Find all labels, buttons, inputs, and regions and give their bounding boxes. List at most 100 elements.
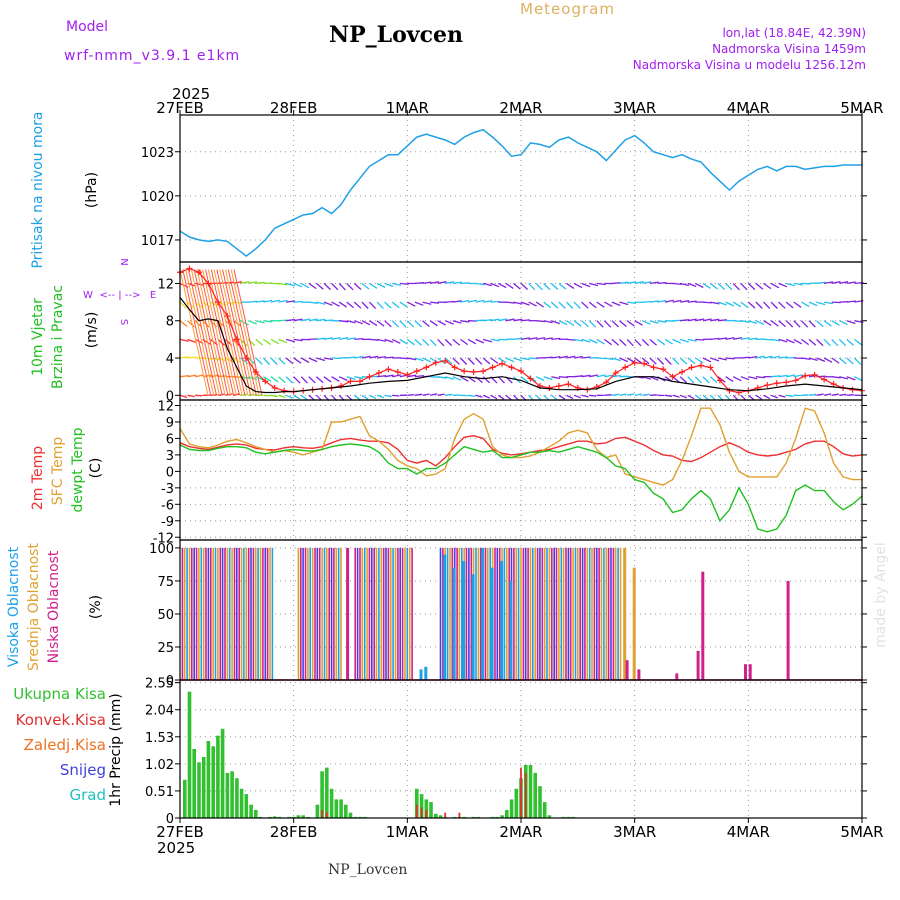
wind-speed-marker xyxy=(716,377,723,384)
cloud-mid-bar xyxy=(632,567,636,680)
station-title: NP_Lovcen xyxy=(329,22,463,48)
wind-arrow xyxy=(755,394,763,400)
wind-arrow xyxy=(384,338,394,343)
wind-arrow xyxy=(664,299,674,303)
wind-arrow xyxy=(444,320,454,325)
wind-arrow xyxy=(573,301,581,309)
wind-arrow xyxy=(406,338,415,346)
wind-arrow xyxy=(664,320,675,322)
wind-arrow xyxy=(361,355,371,359)
wind-arrow xyxy=(361,394,369,400)
wind-unit: (m/s) xyxy=(84,312,100,349)
wind-arrow xyxy=(497,282,507,289)
temp-ylabel-dewpt: dewpt Temp xyxy=(70,427,86,512)
wind-arrow xyxy=(626,281,637,285)
wind-arrow xyxy=(460,338,469,346)
wind-arrow xyxy=(694,357,704,364)
wind-arrow xyxy=(672,376,680,383)
wind-arrow xyxy=(596,282,606,286)
wind-arrow xyxy=(270,338,280,345)
ytick-label: 0 xyxy=(166,674,174,689)
wind-arrow xyxy=(278,376,286,384)
wind-arrow xyxy=(520,301,530,306)
wind-arrow xyxy=(195,282,205,286)
wind-speed-marker xyxy=(565,381,572,388)
wind-arrow xyxy=(452,357,460,365)
wind-arrow xyxy=(376,394,385,399)
wind-hatch-line xyxy=(227,269,257,396)
wind-speed-marker xyxy=(679,369,686,376)
precip-bars xyxy=(183,691,580,818)
precip-total-bar xyxy=(329,788,334,818)
wind-arrow xyxy=(816,357,826,363)
wind-arrow xyxy=(263,338,272,346)
wind-arrow xyxy=(808,338,817,346)
wind-speed-marker xyxy=(356,378,363,385)
xtick-label-top: 1MAR xyxy=(386,99,429,117)
wind-arrow xyxy=(566,355,576,359)
wind-arrow xyxy=(338,301,347,308)
wind-arrow xyxy=(740,356,750,359)
wind-arrow xyxy=(407,357,417,361)
wind-arrow xyxy=(520,282,529,290)
wind-arrow xyxy=(649,300,659,303)
wind-arrow xyxy=(611,301,621,307)
wind-arrow xyxy=(831,376,841,379)
ytick-label: 1.02 xyxy=(145,758,174,773)
wind-speed-markers xyxy=(177,265,865,396)
wind-arrow xyxy=(323,282,331,291)
xtick-label-top: 28FEB xyxy=(270,99,317,117)
wind-arrow xyxy=(460,320,470,323)
wind-arrow xyxy=(831,320,840,326)
wind-arrow xyxy=(657,299,667,303)
wind-arrow xyxy=(854,338,862,346)
wind-arrow xyxy=(278,282,288,286)
xtick-label-bottom: 2MAR xyxy=(499,823,542,841)
wind-arrow xyxy=(778,356,788,359)
precip-total-bar xyxy=(334,799,339,818)
precip-conv-bar xyxy=(520,767,522,818)
wind-arrow xyxy=(505,318,515,322)
precip-total-bar xyxy=(424,799,429,818)
precip-total-bar xyxy=(320,771,324,818)
precip-total-bar xyxy=(514,788,519,818)
wind-arrow xyxy=(535,376,545,382)
wind-arrow xyxy=(604,394,612,396)
wind-arrow xyxy=(278,394,286,399)
x-axis-labels: 27FEB 27FEB 28FEB 28FEB 1MAR 1MAR 2MAR 2MAR 3MAR… xyxy=(156,85,883,857)
wind-arrow xyxy=(308,282,317,290)
wind-arrow xyxy=(255,357,263,365)
wind-arrow xyxy=(354,320,364,325)
wind-arrow xyxy=(232,301,243,304)
ytick-label: 9 xyxy=(166,416,174,431)
wind-arrow xyxy=(286,318,296,322)
wind-hatch-line xyxy=(188,269,217,396)
wind-arrow xyxy=(543,356,553,359)
wind-arrow xyxy=(695,282,704,289)
wind-arrow xyxy=(551,376,561,380)
wind-arrow xyxy=(853,357,862,365)
precip-total-bar xyxy=(542,802,547,818)
ytick-label: 12 xyxy=(157,399,174,414)
wind-speed-marker xyxy=(224,313,231,320)
wind-arrow xyxy=(270,394,279,398)
wind-arrow xyxy=(331,336,341,341)
lonlat-label: lon,lat (18.84E, 42.39N) xyxy=(722,26,866,40)
precip-ylabel: 1hr Precip (mm) xyxy=(108,693,124,806)
wind-arrow xyxy=(467,338,477,345)
wind-arrow xyxy=(709,282,718,290)
wind-arrow xyxy=(816,301,826,306)
wind-arrow xyxy=(528,336,538,341)
wind-arrow xyxy=(429,357,439,364)
wind-arrow xyxy=(429,393,438,396)
wind-arrow xyxy=(392,374,402,378)
wind-speed-marker xyxy=(783,379,790,386)
wind-hatch-line xyxy=(230,269,260,396)
wind-arrow xyxy=(505,282,514,289)
wind-arrow xyxy=(490,338,500,342)
pressure-unit: (hPa) xyxy=(84,172,100,208)
wind-arrow xyxy=(278,319,288,322)
meteogram-label: Meteogram xyxy=(520,0,615,18)
wind-arrow xyxy=(710,337,720,341)
wind-speed-marker xyxy=(821,376,828,383)
